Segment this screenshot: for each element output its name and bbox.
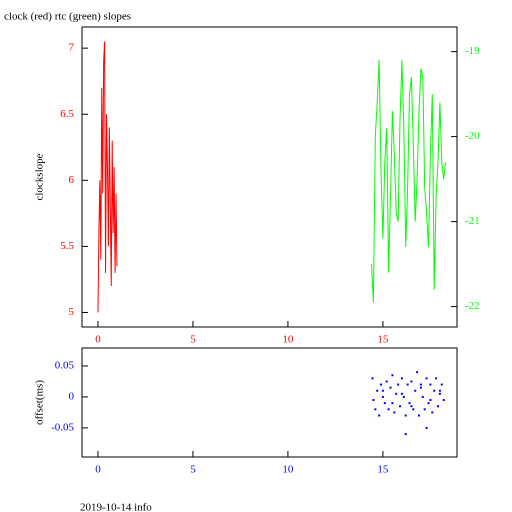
point (418, 414, 421, 417)
point (381, 389, 384, 392)
point (397, 383, 400, 386)
point (400, 377, 403, 380)
point (391, 402, 394, 405)
point (372, 399, 375, 402)
point (393, 411, 396, 414)
x-tick-label: 10 (282, 334, 294, 346)
y2-tick-label: -21 (465, 215, 480, 227)
point (410, 405, 413, 408)
point (431, 411, 434, 414)
point (410, 380, 413, 383)
x-tick-label: 0 (95, 334, 101, 346)
point (419, 386, 422, 389)
point (425, 426, 428, 429)
point (381, 395, 384, 398)
point (419, 383, 422, 386)
y2-tick-label: -20 (465, 130, 480, 142)
point (421, 395, 424, 398)
x-tick-label: 10 (282, 464, 294, 476)
point (412, 408, 415, 411)
point (425, 377, 428, 380)
point (374, 408, 377, 411)
point (414, 389, 417, 392)
point (399, 405, 402, 408)
point (389, 386, 392, 389)
point (416, 371, 419, 374)
y-tick-label: 0 (69, 390, 75, 402)
point (383, 402, 386, 405)
point (435, 377, 438, 380)
point (438, 389, 441, 392)
y-tick-label: 6 (69, 174, 75, 186)
x-tick-label: 15 (377, 334, 389, 346)
x-tick-label: 0 (95, 464, 101, 476)
point (427, 402, 430, 405)
point (376, 389, 379, 392)
plot-frame (81, 347, 458, 458)
y-axis-label: clockslope (34, 153, 46, 200)
point (391, 374, 394, 377)
point (385, 380, 388, 383)
point (442, 399, 445, 402)
point (387, 408, 390, 411)
y-tick-label: 0.05 (55, 359, 75, 371)
y-tick-label: -0.05 (51, 421, 74, 433)
point (404, 433, 407, 436)
y-axis-label: offset(ms) (34, 380, 46, 425)
y-tick-label: 6.5 (60, 108, 74, 120)
point (406, 383, 409, 386)
x-tick-label: 5 (190, 464, 196, 476)
point (404, 414, 407, 417)
y2-tick-label: -22 (465, 300, 480, 312)
point (423, 408, 426, 411)
x-tick-label: 15 (377, 464, 389, 476)
point (395, 392, 398, 395)
point (438, 392, 441, 395)
point (437, 405, 440, 408)
point (378, 414, 381, 417)
series-line (371, 60, 447, 303)
y-tick-label: 5 (69, 306, 75, 318)
point (380, 383, 383, 386)
point (440, 383, 443, 386)
series-line (97, 41, 118, 313)
y-tick-label: 7 (69, 42, 75, 54)
footer: 2019-10-14 info (80, 502, 152, 512)
plot-frame (81, 26, 458, 328)
point (402, 395, 405, 398)
point (429, 399, 432, 402)
y2-tick-label: -19 (465, 45, 480, 57)
y-tick-label: 5.5 (60, 240, 74, 252)
point (400, 392, 403, 395)
chart-title: clock (red) rtc (green) slopes (4, 11, 131, 23)
x-tick-label: 5 (190, 334, 196, 346)
point (429, 383, 432, 386)
point (408, 402, 411, 405)
point (433, 389, 436, 392)
point (371, 377, 374, 380)
